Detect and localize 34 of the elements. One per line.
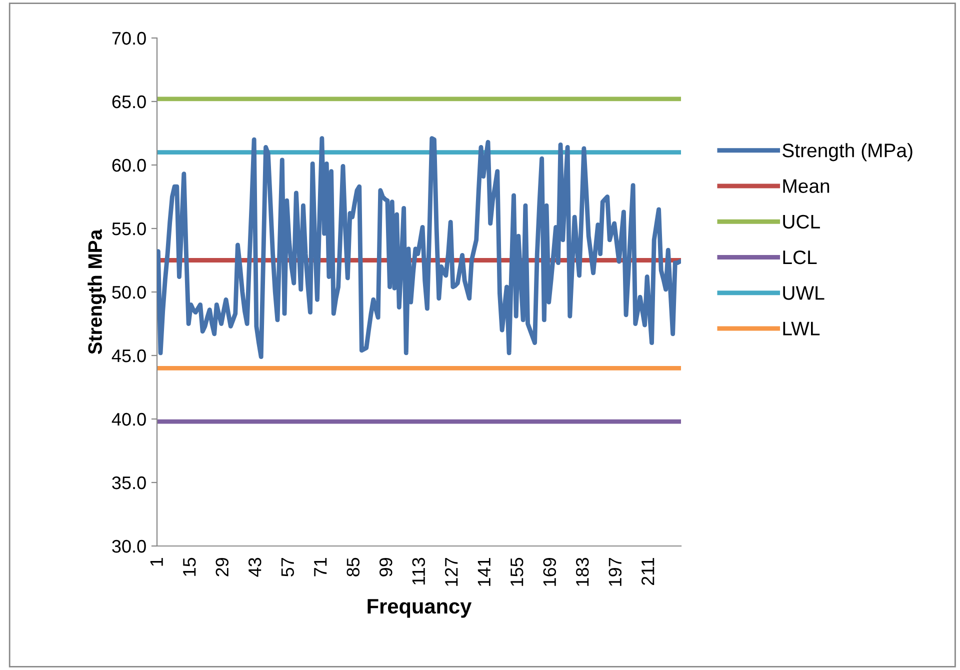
x-tick-label: 127 [444,558,458,586]
y-tick-label: 40.0 [112,412,146,426]
x-tick-label: 15 [183,558,196,576]
x-tick-label: 99 [379,558,392,576]
x-tick-label: 29 [216,558,229,576]
x-tick-label: 155 [510,558,524,586]
x-tick-label: 183 [576,558,589,586]
y-tick-label: 45.0 [112,349,146,362]
legend-label: LWL [783,322,820,336]
x-tick-label: 57 [281,558,294,576]
x-tick-label: 141 [478,558,490,586]
y-tick-label: 55.0 [112,222,146,236]
x-tick-label: 71 [314,558,327,576]
legend-label: UCL [783,214,820,229]
x-tick-label: 211 [641,558,654,585]
y-tick-label: 30.0 [112,540,146,553]
x-tick-label: 197 [608,558,622,586]
y-tick-label: 65.0 [112,95,146,108]
y-tick-label: 50.0 [112,286,146,299]
y-tick-label: 70.0 [112,32,146,45]
y-axis-title: Strength MPa [88,229,106,354]
line-series [157,136,681,359]
x-axis-title: Frequancy [368,599,472,618]
legend-label: UWL [783,286,824,300]
x-tick-label: 113 [412,558,426,585]
y-tick-label: 35.0 [112,476,146,490]
x-tick-label: 169 [543,558,556,586]
x-tick-label: 43 [248,558,262,577]
y-tick-label: 60.0 [112,158,146,172]
legend-label: Strength (MPa) [782,143,912,162]
x-tick-label: 85 [346,558,360,576]
legend-label: Mean [783,179,830,193]
x-tick-label: 1 [150,558,163,566]
legend-label: LCL [783,250,817,264]
